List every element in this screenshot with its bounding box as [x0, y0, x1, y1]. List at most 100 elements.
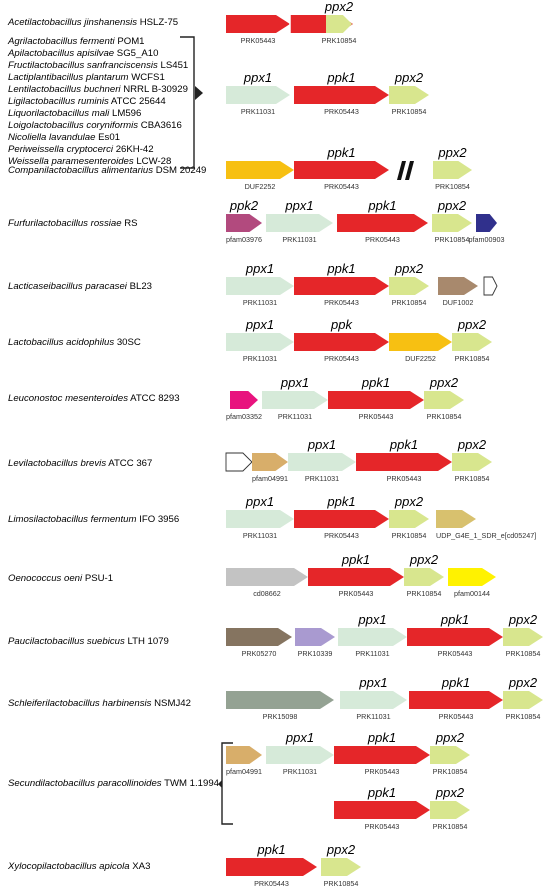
gene-name-label: ppx2: [324, 0, 354, 14]
gene-arrow-ppx1: [226, 86, 290, 104]
gene-arrow-ppx2: [326, 15, 352, 33]
species-label: Lentilactobacillus buchneri NRRL B-30929: [8, 84, 188, 95]
gene-name-label: ppk1: [341, 552, 370, 567]
gene-arrow-ppx1: [340, 691, 407, 709]
accession-label: PRK05443: [241, 36, 276, 45]
gene-name-label: ppx2: [429, 375, 459, 390]
accession-label: PRK10854: [324, 879, 359, 888]
gene-name-label: ppk1: [440, 612, 469, 627]
accession-label: pfam04991: [252, 474, 288, 483]
accession-label: PRK10854: [433, 767, 468, 776]
gene-arrow-duf2252: [226, 161, 294, 179]
gene-name-label: ppk1: [361, 375, 390, 390]
gene-arrow-prk05270: [226, 628, 292, 646]
accession-label: PRK11031: [243, 354, 277, 363]
gene-arrow-pfam03352: [230, 391, 258, 409]
gene-arrow-ppx2: [452, 333, 492, 351]
gene-arrow-ppk1: [226, 858, 317, 876]
gene-name-label: ppx2: [394, 494, 424, 509]
accession-label: cd08662: [253, 589, 281, 598]
gene-arrow-ppx2: [389, 277, 429, 295]
gene-arrow-ppk1: [308, 568, 404, 586]
accession-label: PRK05443: [365, 822, 400, 831]
bracket-arrow: [195, 86, 203, 100]
gene-arrow-ppk1: [337, 214, 428, 232]
accession-label: PRK11031: [355, 649, 389, 658]
accession-label: PRK11031: [278, 412, 312, 421]
accession-label: PRK05443: [324, 182, 359, 191]
species-label: Ligilactobacillus ruminis ATCC 25644: [8, 96, 166, 107]
gene-arrow-ppx2: [389, 510, 429, 528]
gene-name-label: ppx1: [285, 730, 314, 745]
accession-label: PRK05443: [387, 474, 422, 483]
species-label: Acetilactobacillus jinshanensis HSLZ-75: [7, 17, 178, 28]
accession-label: DUF2252: [245, 182, 276, 191]
accession-label: PRK10854: [392, 298, 427, 307]
gene-name-label: ppk1: [256, 842, 285, 857]
accession-label: PRK11031: [283, 767, 317, 776]
accession-label: PRK05443: [365, 235, 400, 244]
accession-label: pfam03352: [226, 412, 262, 421]
contig-break-marker: [397, 161, 414, 180]
gene-arrow-ppk1: [407, 628, 503, 646]
accession-label: PRK10854: [435, 235, 470, 244]
species-labels: Acetilactobacillus jinshanensis HSLZ-75 …: [7, 17, 220, 872]
gene-arrow-ppx1: [288, 453, 356, 471]
gene-name-label: ppx2: [437, 145, 467, 160]
gene-arrow-empty: [225, 452, 253, 472]
gene-name-label: ppx2: [508, 612, 538, 627]
accession-label: PRK10854: [506, 712, 541, 721]
gene-name-label: ppx1: [280, 375, 309, 390]
species-label: Oenococcus oeni PSU-1: [8, 573, 113, 584]
accession-label: PRK11031: [243, 531, 277, 540]
species-label: Schleiferilactobacillus harbinensis NSMJ…: [8, 698, 191, 709]
species-label: Loigolactobacillus coryniformis CBA3616: [8, 120, 182, 131]
accession-label: PRK11031: [241, 107, 275, 116]
gene-arrow-ppk1: [356, 453, 452, 471]
accession-label: PRK10854: [455, 354, 490, 363]
accession-label: DUF2252: [405, 354, 436, 363]
gene-name-label: ppx1: [307, 437, 336, 452]
gene-name-label: ppk1: [441, 675, 470, 690]
gene-arrow-ppk1: [294, 333, 389, 351]
gene-arrow-empty: [483, 276, 498, 296]
gene-arrow-ppx2: [452, 453, 492, 471]
gene-name-label: ppx2: [394, 261, 424, 276]
gene-arrow-ppk1: [328, 391, 424, 409]
species-label: Paucilactobacillus suebicus LTH 1079: [8, 636, 169, 647]
gene-arrow-ppk1: [294, 510, 389, 528]
accession-label: PRK11031: [282, 235, 316, 244]
gene-name-label: ppx2: [435, 785, 465, 800]
gene-name-label: ppk1: [367, 198, 396, 213]
species-label: Xylocopilactobacillus apicola XA3: [7, 861, 150, 872]
gene-arrow-ppx1: [226, 277, 294, 295]
gene-arrow-ppx2: [432, 214, 472, 232]
accession-label: PRK10854: [435, 182, 470, 191]
species-label: Lacticaseibacillus paracasei BL23: [8, 281, 152, 292]
gene-name-label: ppk1: [367, 785, 396, 800]
gene-arrow-ppx2: [424, 391, 464, 409]
gene-arrow-ppx2: [433, 161, 472, 179]
accession-label: PRK10854: [455, 474, 490, 483]
gene-arrow-ppx2: [389, 86, 429, 104]
gene-arrow-duf1002: [438, 277, 478, 295]
gene-name-label: ppk1: [326, 145, 355, 160]
gene-arrow-ppx1: [266, 746, 334, 764]
gene-arrow-ppx1: [226, 510, 294, 528]
gene-name-label: ppx2: [508, 675, 538, 690]
gene-name-label: ppx1: [243, 70, 272, 85]
accession-label: pfam00144: [454, 589, 490, 598]
accession-label: PRK10854: [427, 412, 462, 421]
gene-arrow-ppk1: [294, 161, 389, 179]
gene-arrow-ppx2: [430, 801, 470, 819]
gene-arrow-pfam04991: [226, 746, 262, 764]
gene-arrow-ppx2: [404, 568, 444, 586]
accession-label: pfam03976: [226, 235, 262, 244]
gene-name-label: ppk1: [389, 437, 418, 452]
accession-label: PRK05443: [439, 712, 474, 721]
accession-label: PRK10854: [322, 36, 357, 45]
accession-label: PRK05443: [254, 879, 289, 888]
secundi-bracket-point: [218, 780, 222, 788]
accession-label: PRK15098: [263, 712, 298, 721]
gene-arrow-ppx2: [503, 628, 543, 646]
